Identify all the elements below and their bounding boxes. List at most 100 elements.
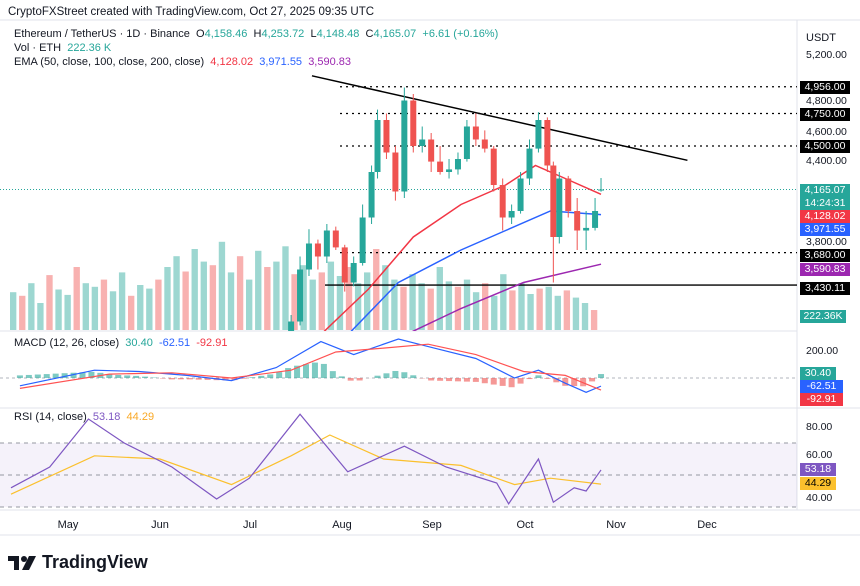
brand-name: TradingView	[42, 552, 148, 572]
macd-histogram-bar	[392, 370, 399, 378]
volume-bar	[400, 286, 407, 330]
macd-histogram-bar	[88, 371, 95, 378]
signal-line	[19, 343, 602, 391]
volume-bar	[291, 274, 298, 330]
macd-histogram-bar	[195, 378, 202, 380]
volume-bar	[545, 286, 552, 330]
volume-bar	[100, 279, 108, 330]
candle-body	[270, 370, 276, 399]
volume-bar	[300, 265, 307, 330]
candle-body	[401, 100, 408, 192]
volume-bar	[91, 286, 99, 330]
macd-histogram-bar	[258, 375, 265, 378]
tradingview-logo-icon	[8, 555, 36, 570]
price-tick: 4,400.00	[806, 155, 847, 167]
macd-histogram-bar	[204, 378, 211, 380]
price-tick: 5,200.00	[806, 49, 847, 61]
macd-histogram-bar	[508, 378, 515, 388]
macd-histogram-bar	[276, 372, 283, 378]
ema50-value: 4,128.02	[210, 56, 254, 68]
volume-bar	[491, 295, 498, 330]
volume-bar	[445, 281, 453, 330]
macd-histogram-bar	[356, 378, 363, 381]
macd-tick: 200.00	[806, 345, 839, 357]
candle-body	[297, 269, 304, 322]
macd-histogram-bar	[544, 378, 551, 379]
macd-histogram-bar	[106, 374, 113, 378]
macd-histogram-bar	[499, 378, 506, 386]
rsi-value: 53.18	[92, 411, 121, 423]
macd-histogram-bar	[553, 378, 560, 383]
macd-histogram-bar	[338, 376, 345, 378]
candle-body	[323, 230, 330, 257]
time-label-nov: Nov	[606, 519, 626, 531]
volume-bar	[509, 290, 516, 330]
macd-histogram-bar	[428, 378, 435, 381]
macd-signal-value: -62.51	[158, 337, 191, 349]
macd-histogram-bar	[571, 378, 578, 387]
macd-histogram-bar	[294, 365, 301, 378]
volume-bar	[82, 283, 89, 330]
low-value: 4,148.48	[316, 28, 360, 40]
candle-body	[258, 398, 264, 408]
volume-bar	[472, 292, 480, 330]
tradingview-logo[interactable]: TradingView	[8, 552, 148, 573]
macd-histogram-bar	[562, 378, 569, 386]
candle-body	[246, 409, 252, 417]
volume-bar	[527, 294, 534, 330]
macd-histogram-bar	[410, 375, 417, 378]
volume-bar	[28, 283, 35, 330]
close-value: 4,165.07	[373, 28, 417, 40]
time-label-jul: Jul	[242, 519, 258, 531]
time-label-oct: Oct	[516, 519, 534, 531]
symbol-legend: Ethereum / TetherUS · 1D · Binance O4,15…	[14, 28, 498, 40]
volume-bar	[64, 294, 71, 330]
volume-bar	[554, 295, 561, 330]
rsi-ma-line	[10, 434, 602, 495]
rsi-ma-tag: 44.29	[800, 477, 836, 490]
macd-histogram-bar	[222, 378, 229, 381]
macd-histogram-bar	[490, 378, 497, 385]
ema50-line	[323, 164, 602, 331]
volume-bar	[409, 274, 416, 330]
macd-histogram-bar	[79, 372, 86, 378]
volume-bar	[264, 267, 271, 330]
macd-histogram-bar	[535, 375, 542, 378]
macd-histogram-bar	[133, 375, 140, 378]
candle-body	[535, 120, 542, 149]
ema-label: EMA (50, close, 100, close, 200, close)	[14, 56, 205, 68]
candle-body	[598, 189, 605, 191]
macd-histogram-bar	[437, 378, 444, 381]
volume-bar	[155, 279, 162, 330]
open-label: O	[196, 28, 205, 40]
volume-bar	[536, 288, 543, 330]
price-tick: 4,600.00	[806, 126, 847, 138]
volume-bar	[500, 274, 507, 330]
candle-body	[332, 230, 339, 248]
volume-bar	[590, 310, 598, 330]
price-tick: 4,800.00	[806, 95, 847, 107]
candle-body	[490, 148, 497, 185]
last-price-tag: 4,165.07	[800, 184, 850, 197]
time-label-jun: Jun	[151, 519, 169, 531]
macd-histogram-bar	[472, 378, 479, 382]
volume-bar	[236, 256, 244, 330]
volume-legend: Vol · ETH 222.36 K	[14, 42, 111, 54]
candle-body	[550, 165, 557, 237]
rsi-band	[0, 443, 797, 507]
volume-bar	[391, 279, 398, 330]
price-unit: USDT	[806, 32, 836, 44]
volume-bar	[200, 261, 207, 330]
macd-histogram-bar	[25, 374, 32, 378]
volume-bar	[418, 283, 425, 330]
macd-histogram-bar	[249, 377, 256, 378]
volume-bar	[382, 265, 389, 330]
macd-histogram-bar	[446, 378, 453, 382]
chart-credit: CryptoFXStreet created with TradingView.…	[8, 6, 375, 18]
macd-histogram-bar	[61, 373, 68, 378]
macd-legend: MACD (12, 26, close) 30.40 -62.51 -92.91	[14, 337, 227, 349]
macd-histogram-bar	[142, 376, 149, 378]
macd-hist-value: -92.91	[196, 337, 228, 349]
volume-bar	[146, 288, 153, 330]
